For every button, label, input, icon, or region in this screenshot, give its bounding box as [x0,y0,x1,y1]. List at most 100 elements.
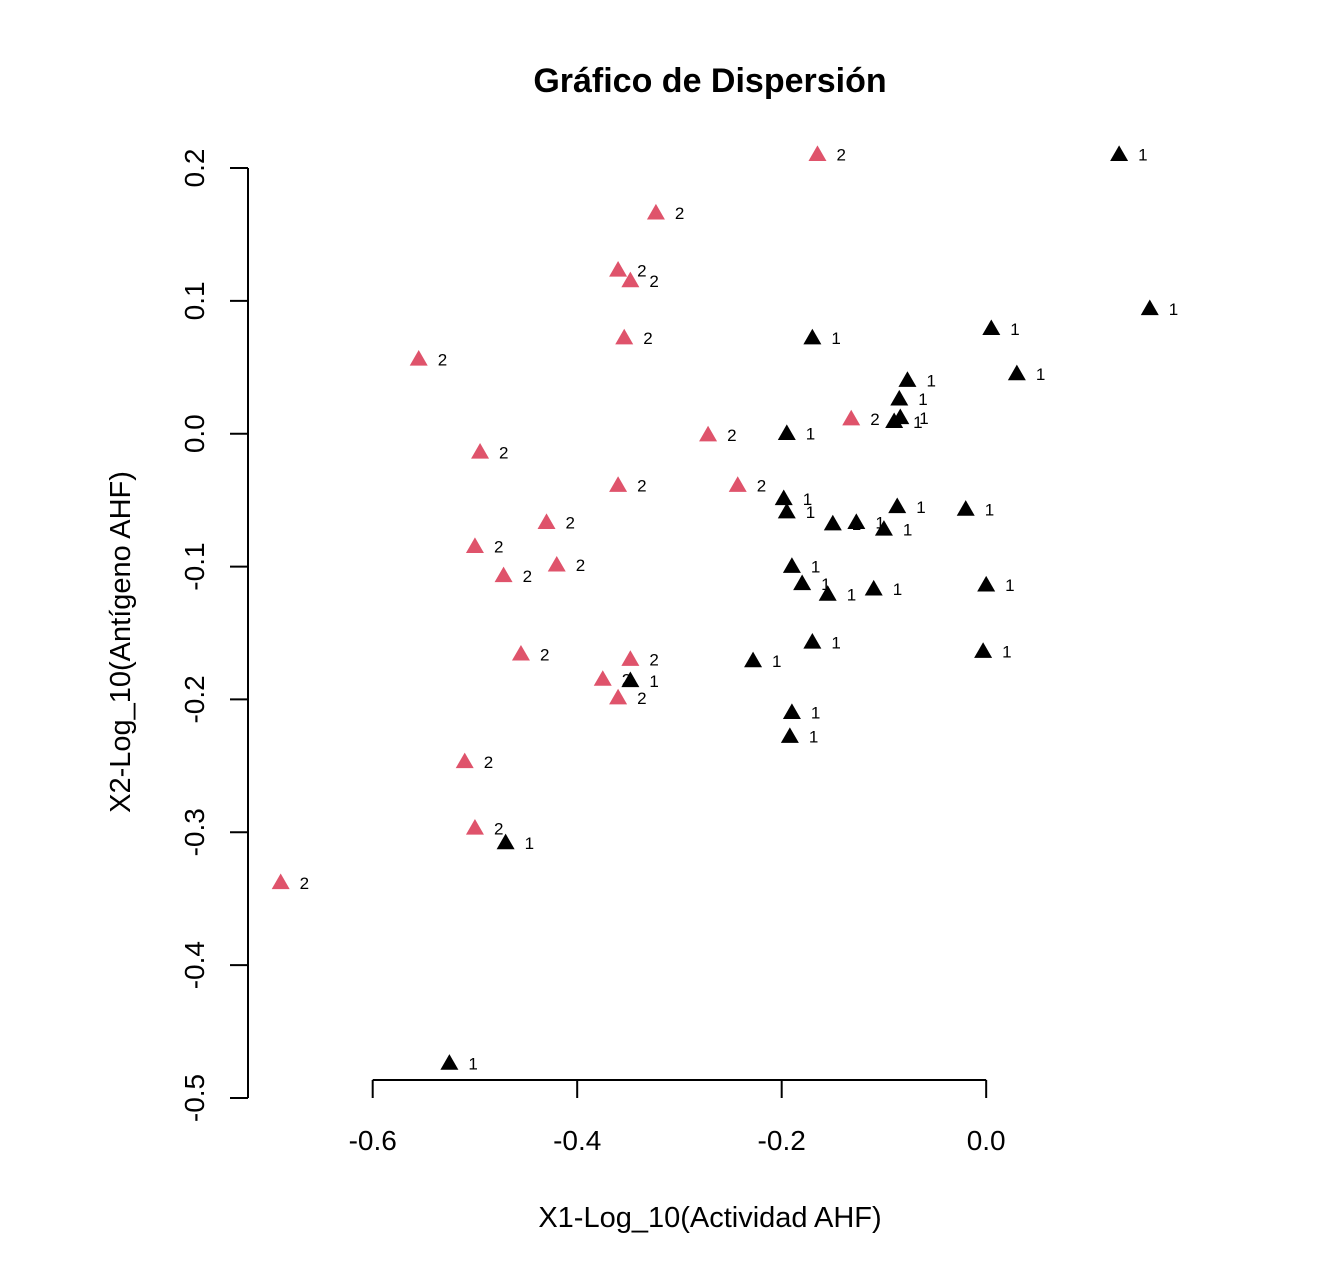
x-tick-label: -0.6 [349,1125,397,1156]
point-series-1 [898,371,917,387]
point-series-2 [609,688,628,705]
point-label: 1 [918,390,927,409]
point-label: 2 [499,443,508,462]
point-label: 2 [540,645,549,664]
point-series-2 [494,566,513,583]
point-label: 2 [523,567,532,586]
point-series-1 [780,727,799,743]
point-series-2 [593,670,612,686]
point-series-1 [777,502,796,519]
point-series-2 [455,752,474,769]
point-label: 1 [916,498,925,517]
point-series-2 [271,873,290,890]
point-label: 1 [1169,300,1178,319]
point-series-2 [808,145,827,162]
point-label: 1 [809,728,818,747]
y-axis: -0.5 -0.4 -0.3 -0.2 -0.1 0.0 0.1 0.2 [179,149,249,1122]
point-series-1 [1110,145,1129,162]
point-label: 1 [985,500,994,519]
point-series-1 [890,389,909,406]
point-label: 1 [811,558,820,577]
point-label: 2 [643,329,652,348]
point-series-2 [537,513,556,530]
point-series-1 [744,651,763,668]
point-label: 1 [811,704,820,723]
point-series-1 [496,833,515,850]
point-series-1 [874,520,893,536]
point-series-2 [699,425,718,442]
point-series-1 [440,1054,459,1070]
y-tick-label: -0.2 [179,675,210,723]
point-series-1 [782,703,801,720]
point-label: 2 [870,410,879,429]
point-series-2 [465,537,484,553]
point-label: 1 [893,580,902,599]
y-tick-label: -0.3 [179,808,210,856]
y-tick-label: -0.4 [179,941,210,989]
point-label: 2 [727,426,736,445]
point-label: 2 [757,477,766,496]
point-label: 2 [566,514,575,533]
y-tick-label: -0.1 [179,542,210,590]
point-series-1 [956,500,975,516]
point-series-1 [885,412,904,429]
point-label: 1 [1036,365,1045,384]
point-label: 2 [675,204,684,223]
point-series-1 [1007,364,1026,381]
point-label: 1 [468,1054,477,1073]
x-axis: -0.6 -0.4 -0.2 0.0 [349,1079,1006,1156]
point-label: 1 [903,520,912,539]
point-label: 1 [831,633,840,652]
point-label: 2 [576,556,585,575]
point-label: 1 [806,503,815,522]
point-series-1 [1140,299,1159,316]
y-tick-label: -0.5 [179,1074,210,1122]
point-series-2 [842,409,861,426]
point-series-2 [621,650,640,666]
point-label: 2 [649,272,658,291]
y-tick-label: 0.2 [179,149,210,188]
point-label: 1 [821,575,830,594]
point-label: 1 [1010,320,1019,339]
point-label: 2 [494,819,503,838]
point-series-1 [621,671,640,688]
point-label: 2 [637,477,646,496]
point-series-2 [615,328,634,345]
data-points: 1111111111111111111111111111112222222222… [271,145,1178,1073]
point-label: 2 [637,261,646,280]
x-axis-label: X1-Log_10(Actividad AHF) [538,1202,881,1234]
x-tick-label: -0.4 [553,1125,601,1156]
point-series-1 [847,513,866,530]
point-series-1 [888,497,907,514]
point-label: 2 [622,671,631,690]
point-label: 2 [438,350,447,369]
point-label: 1 [875,514,884,533]
point-label: 1 [772,652,781,671]
point-label: 2 [494,538,503,557]
point-series-2 [646,203,665,220]
point-label: 1 [847,585,856,604]
point-label: 2 [484,753,493,772]
point-label: 1 [1002,643,1011,662]
point-label: 1 [919,409,928,428]
point-series-2 [609,476,628,492]
point-series-2 [609,261,628,277]
point-series-1 [982,319,1001,336]
y-axis-label: X2-Log_10(Antígeno AHF) [105,471,137,813]
x-tick-label: 0.0 [967,1125,1006,1156]
point-label: 2 [836,146,845,165]
point-series-2 [465,819,484,835]
point-series-1 [803,328,822,345]
point-series-2 [409,350,428,366]
point-series-2 [511,644,530,661]
y-tick-label: 0.1 [179,281,210,320]
x-tick-label: -0.2 [758,1125,806,1156]
point-series-1 [818,585,837,601]
point-series-1 [803,633,822,649]
point-series-1 [774,489,793,506]
point-series-2 [547,555,566,572]
point-label: 1 [803,490,812,509]
point-series-2 [728,476,747,492]
point-label: 1 [1138,146,1147,165]
point-label: 2 [637,689,646,708]
